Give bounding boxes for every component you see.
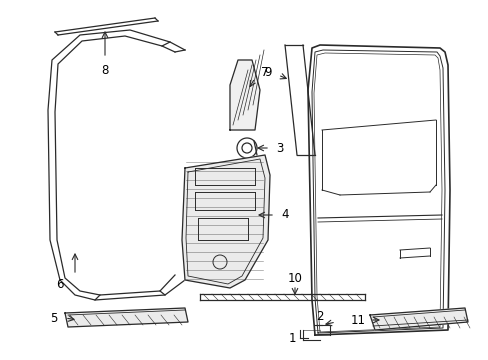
Text: 1: 1 xyxy=(287,332,295,345)
Text: 3: 3 xyxy=(276,141,283,154)
Polygon shape xyxy=(369,308,467,330)
Text: 11: 11 xyxy=(350,314,365,327)
Polygon shape xyxy=(229,60,260,130)
Text: 6: 6 xyxy=(56,279,63,292)
Text: 9: 9 xyxy=(264,66,271,78)
Text: 5: 5 xyxy=(50,311,58,324)
Text: 7: 7 xyxy=(261,66,268,78)
Text: 8: 8 xyxy=(101,63,108,77)
Text: 2: 2 xyxy=(316,310,323,323)
Polygon shape xyxy=(182,155,269,288)
Text: 4: 4 xyxy=(281,208,288,221)
Polygon shape xyxy=(65,308,187,327)
Text: 10: 10 xyxy=(287,271,302,284)
